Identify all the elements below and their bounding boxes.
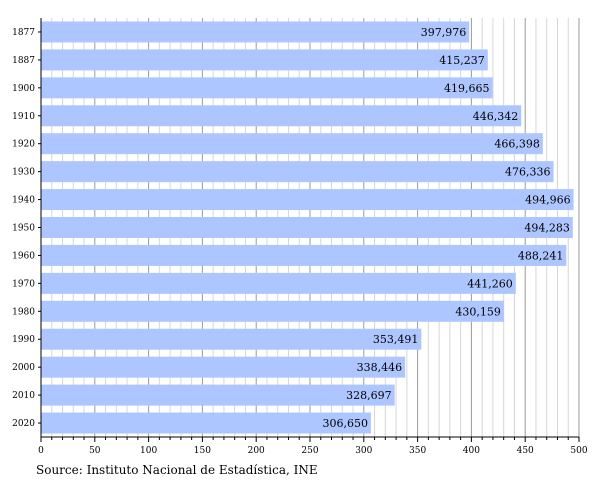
year-label-1900: 1900 [12, 84, 35, 94]
value-label-1940: 494,966 [525, 194, 571, 207]
x-tick-label-100: 100 [140, 446, 157, 456]
year-label-1990: 1990 [12, 335, 35, 345]
x-tick-label-350: 350 [409, 446, 426, 456]
year-label-1940: 1940 [12, 196, 35, 206]
year-label-1887: 1887 [12, 56, 35, 66]
value-label-2020: 306,650 [322, 417, 368, 430]
x-tick-label-250: 250 [301, 446, 318, 456]
bar-1960 [41, 244, 567, 266]
x-tick-label-500: 500 [570, 446, 587, 456]
year-label-1877: 1877 [12, 28, 35, 38]
value-label-1900: 419,665 [444, 82, 490, 95]
value-label-1980: 430,159 [455, 305, 501, 318]
value-label-1877: 397,976 [421, 26, 467, 39]
year-label-2000: 2000 [12, 363, 35, 373]
value-label-1930: 476,336 [505, 166, 551, 179]
value-label-2010: 328,697 [346, 389, 392, 402]
bar-1877 [41, 21, 470, 43]
x-tick-label-450: 450 [517, 446, 534, 456]
x-tick-label-300: 300 [355, 446, 372, 456]
year-label-1910: 1910 [12, 112, 35, 122]
bar-1887 [41, 49, 488, 71]
value-label-1970: 441,260 [467, 277, 513, 290]
x-tick-label-400: 400 [463, 446, 480, 456]
bar-2000 [41, 356, 406, 378]
year-label-1930: 1930 [12, 168, 35, 178]
value-label-1950: 494,283 [524, 222, 570, 235]
bar-2020 [41, 412, 371, 434]
year-label-1950: 1950 [12, 224, 35, 234]
value-label-1990: 353,491 [373, 333, 419, 346]
x-tick-label-200: 200 [248, 446, 265, 456]
value-label-1910: 446,342 [473, 110, 519, 123]
bar-1900 [41, 77, 493, 99]
year-label-1980: 1980 [12, 307, 35, 317]
year-label-1920: 1920 [12, 140, 35, 150]
bar-1970 [41, 272, 516, 294]
year-label-2010: 2010 [12, 391, 35, 401]
source-note: Source: Instituto Nacional de Estadístic… [36, 463, 318, 477]
value-label-1960: 488,241 [518, 249, 564, 262]
bar-1940 [41, 189, 574, 211]
x-tick-label-0: 0 [38, 446, 44, 456]
bar-1990 [41, 328, 422, 350]
year-label-2020: 2020 [12, 419, 35, 429]
bar-1920 [41, 133, 543, 155]
x-tick-label-150: 150 [194, 446, 211, 456]
bar-1910 [41, 105, 522, 127]
value-label-1887: 415,237 [439, 54, 485, 67]
x-tick-label-50: 50 [89, 446, 101, 456]
year-label-1970: 1970 [12, 279, 35, 289]
value-label-2000: 338,446 [357, 361, 403, 374]
bar-1930 [41, 161, 554, 183]
year-label-1960: 1960 [12, 251, 35, 261]
bar-1980 [41, 300, 504, 322]
value-label-1920: 466,398 [494, 138, 540, 151]
bar-2010 [41, 384, 395, 406]
bar-1950 [41, 217, 573, 238]
